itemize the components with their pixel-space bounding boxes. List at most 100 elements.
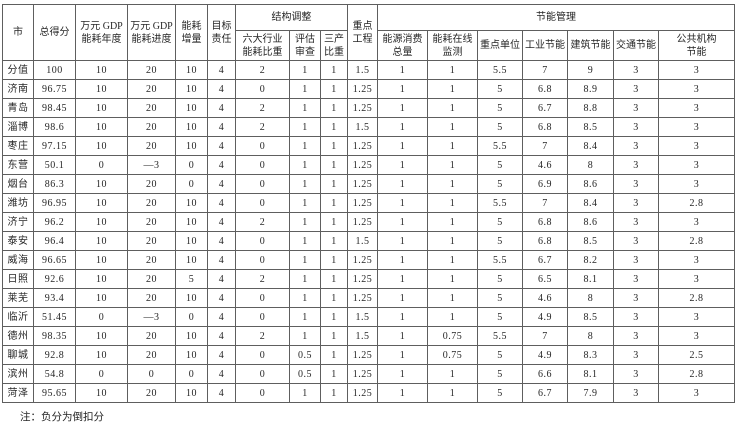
- score-value-cell: 1.5: [347, 231, 379, 251]
- score-value-cell: 0: [235, 288, 290, 308]
- score-value-cell: 5.5: [477, 136, 524, 156]
- table-body: 分值 100 10 20 10 4 2 1 1 1.5 1 1 5.5 7 9 3 3 济南 96.75 10 20 10…: [2, 60, 736, 403]
- score-value-cell: 3: [613, 383, 660, 403]
- score-value-cell: 20: [127, 136, 176, 156]
- score-value-cell: 4: [207, 212, 236, 232]
- score-value-cell: 0: [235, 307, 290, 327]
- score-value-cell: 6.8: [522, 212, 569, 232]
- score-value-cell: 0: [235, 364, 290, 384]
- score-value-cell: 0: [175, 174, 208, 194]
- score-value-cell: 1: [427, 364, 479, 384]
- score-value-cell: 1: [377, 307, 429, 327]
- score-value-cell: 5: [477, 345, 524, 365]
- score-value-cell: 1: [289, 136, 321, 156]
- score-value-cell: 1: [289, 250, 321, 270]
- score-value-cell: 10: [75, 79, 128, 99]
- score-value-cell: 1: [319, 212, 349, 232]
- score-value-cell: 96.65: [33, 250, 76, 270]
- score-value-cell: 1: [319, 250, 349, 270]
- score-value-cell: 0: [127, 364, 176, 384]
- score-value-cell: 3: [658, 307, 736, 327]
- table-row: 临沂 51.45 0 —3 0 4 0 1 1 1.5 1 1 5 4.9 8.5 3 3: [2, 307, 736, 327]
- header-total-score: 总得分: [33, 4, 76, 61]
- score-value-cell: 1: [377, 136, 429, 156]
- score-value-cell: 1: [319, 193, 349, 213]
- score-value-cell: 4: [207, 364, 236, 384]
- score-value-cell: 1.25: [347, 193, 379, 213]
- score-value-cell: 5: [477, 98, 524, 118]
- score-value-cell: 10: [75, 212, 128, 232]
- score-value-cell: 3: [658, 212, 736, 232]
- score-value-cell: 5: [477, 231, 524, 251]
- score-value-cell: 2: [235, 212, 290, 232]
- score-value-cell: 10: [75, 269, 128, 289]
- score-value-cell: 0.75: [427, 326, 479, 346]
- header-online-monitoring: 能耗在线 监测: [427, 30, 479, 61]
- score-value-cell: 1.5: [347, 307, 379, 327]
- score-value-cell: 6.7: [522, 98, 569, 118]
- score-value-cell: 1: [377, 174, 429, 194]
- score-value-cell: 10: [75, 98, 128, 118]
- score-value-cell: 1: [377, 212, 429, 232]
- header-industrial-saving: 工业节能: [522, 30, 569, 61]
- score-value-cell: 1.5: [347, 326, 379, 346]
- table-header: 市 总得分 万元 GDP 能耗年度 万元 GDP 能耗进度 能耗 增量 目标 责…: [2, 4, 736, 61]
- score-value-cell: 1: [289, 307, 321, 327]
- score-value-cell: 1: [427, 383, 479, 403]
- score-value-cell: 8: [567, 155, 615, 175]
- score-value-cell: 8.9: [567, 79, 615, 99]
- score-value-cell: 3: [613, 250, 660, 270]
- score-value-cell: 3: [658, 269, 736, 289]
- score-value-cell: 3: [613, 231, 660, 251]
- score-value-cell: 4: [207, 155, 236, 175]
- city-name-cell: 菏泽: [2, 383, 34, 403]
- header-six-industries-share: 六大行业 能耗比重: [235, 30, 290, 61]
- table-row: 济宁 96.2 10 20 10 4 2 1 1 1.25 1 1 5 6.8 8.6 3 3: [2, 212, 736, 232]
- score-value-cell: 1: [289, 326, 321, 346]
- score-value-cell: 4: [207, 307, 236, 327]
- score-value-cell: 4: [207, 269, 236, 289]
- score-value-cell: 98.45: [33, 98, 76, 118]
- score-value-cell: 95.65: [33, 383, 76, 403]
- score-value-cell: 10: [175, 212, 208, 232]
- score-value-cell: 3: [613, 136, 660, 156]
- score-value-cell: 1: [427, 269, 479, 289]
- score-value-cell: 2.8: [658, 364, 736, 384]
- table-row: 菏泽 95.65 10 20 10 4 0 1 1 1.25 1 1 5 6.7 7.9 3 3: [2, 383, 736, 403]
- score-value-cell: 5: [477, 288, 524, 308]
- score-value-cell: 0: [75, 155, 128, 175]
- score-value-cell: 1: [289, 98, 321, 118]
- score-value-cell: 1: [427, 174, 479, 194]
- table-row: 泰安 96.4 10 20 10 4 0 1 1 1.5 1 1 5 6.8 8.5 3 2.8: [2, 231, 736, 251]
- header-evaluation-review: 评估 审查: [289, 30, 321, 61]
- score-value-cell: 5.5: [477, 250, 524, 270]
- score-value-cell: 96.4: [33, 231, 76, 251]
- score-value-cell: 1: [427, 307, 479, 327]
- score-value-cell: 100: [33, 60, 76, 80]
- score-value-cell: 1: [319, 383, 349, 403]
- city-name-cell: 青岛: [2, 98, 34, 118]
- score-value-cell: 1: [377, 269, 429, 289]
- score-value-cell: 10: [75, 136, 128, 156]
- score-value-cell: 20: [127, 60, 176, 80]
- score-value-cell: 20: [127, 79, 176, 99]
- header-tertiary-share: 三产 比重: [319, 30, 349, 61]
- score-value-cell: 3: [613, 155, 660, 175]
- score-value-cell: 3: [613, 60, 660, 80]
- score-value-cell: 10: [75, 231, 128, 251]
- score-value-cell: 1: [289, 231, 321, 251]
- city-name-cell: 枣庄: [2, 136, 34, 156]
- city-name-cell: 聊城: [2, 345, 34, 365]
- score-value-cell: 0: [235, 231, 290, 251]
- score-value-cell: 7.9: [567, 383, 615, 403]
- score-value-cell: 0: [235, 383, 290, 403]
- score-value-cell: 96.75: [33, 79, 76, 99]
- score-value-cell: 1: [289, 269, 321, 289]
- score-value-cell: 1.25: [347, 136, 379, 156]
- score-value-cell: 1: [377, 288, 429, 308]
- score-value-cell: 1: [377, 193, 429, 213]
- score-value-cell: 6.7: [522, 383, 569, 403]
- score-value-cell: 1: [319, 79, 349, 99]
- score-value-cell: 20: [127, 383, 176, 403]
